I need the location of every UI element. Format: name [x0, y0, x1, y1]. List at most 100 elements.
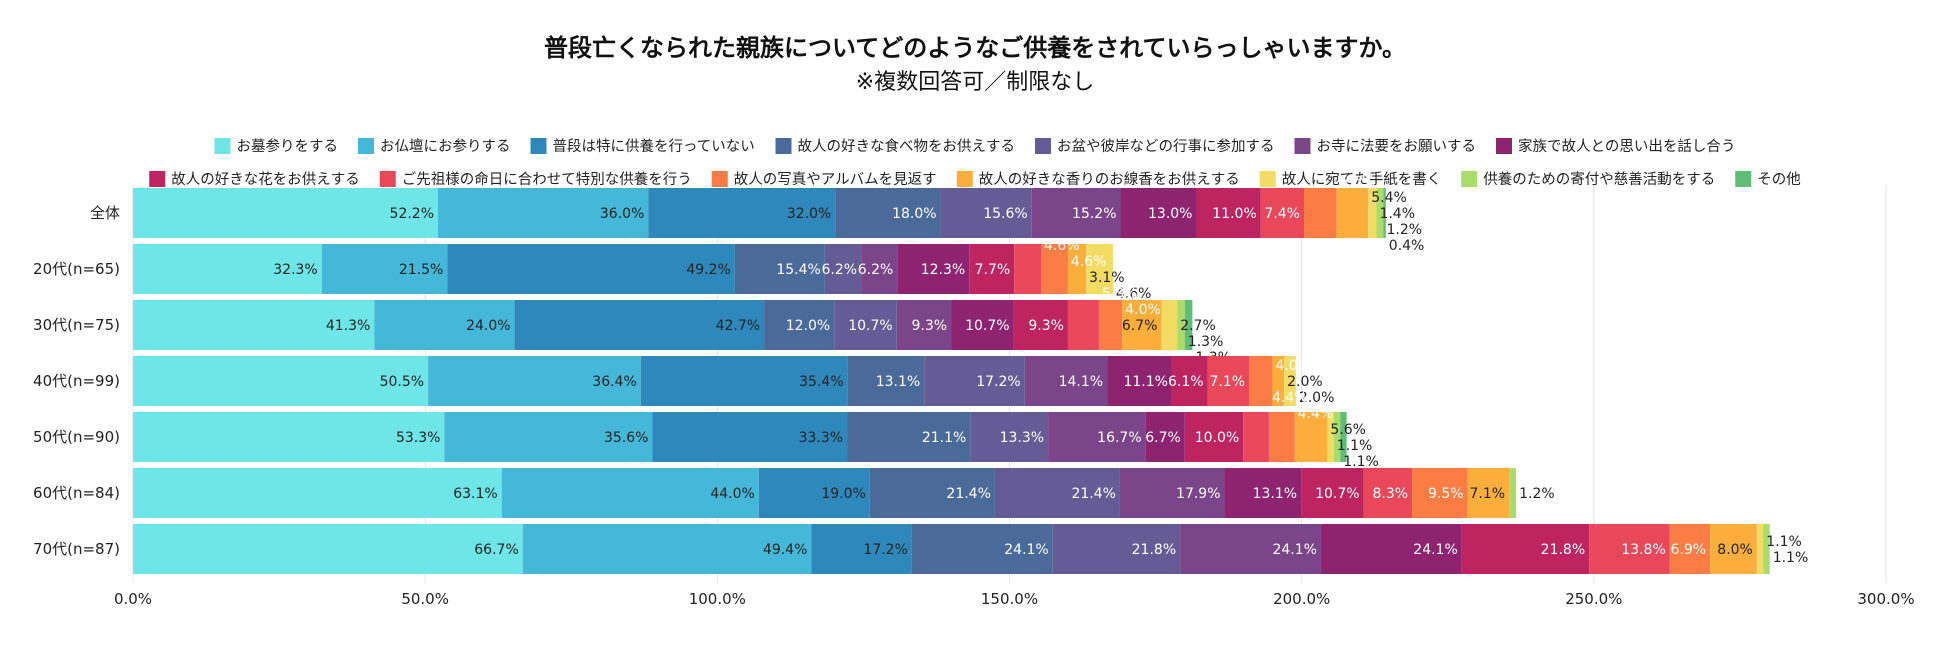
data-label: 13.1% [876, 374, 920, 390]
legend-label: その他 [1757, 171, 1801, 188]
legend-swatch [1294, 138, 1311, 154]
legend-swatch [1496, 138, 1512, 154]
data-label: 8.3% [1373, 486, 1409, 502]
bar-segment [1284, 356, 1296, 406]
bar-segment [1272, 356, 1285, 406]
data-label: 53.3% [396, 430, 440, 446]
bar-segment [764, 300, 835, 350]
bar-segment [1368, 188, 1377, 238]
legend-label: お寺に法要をお願いする [1317, 138, 1477, 155]
bar-segment [1509, 468, 1517, 518]
data-label: 41.3% [326, 318, 370, 334]
data-label: 32.0% [787, 206, 831, 222]
bar-segment [940, 188, 1032, 238]
data-label: 63.1% [453, 486, 497, 502]
data-label: 21.4% [946, 486, 990, 502]
legend-label: 故人の好きな香りのお線香をお供えする [979, 171, 1240, 188]
data-label: 2.7% [1180, 318, 1216, 334]
bar-segment [648, 188, 836, 238]
bar-segment [1336, 188, 1369, 238]
bar-segment [1014, 244, 1042, 294]
bar-segment [847, 412, 971, 462]
data-label: 1.3% [1188, 334, 1224, 350]
data-label: 6.2% [858, 262, 894, 278]
bar-segment [1243, 412, 1269, 462]
data-label: 15.4% [776, 262, 820, 278]
legend-swatch [1035, 138, 1051, 154]
bar-segment [834, 300, 897, 350]
data-label: 9.3% [911, 318, 947, 334]
data-label: 52.2% [390, 206, 434, 222]
data-label: 7.1% [1470, 486, 1506, 502]
data-label: 11.0% [1212, 206, 1256, 222]
data-label: 5.4% [1371, 190, 1407, 206]
legend-swatch [956, 171, 973, 187]
x-tick-label: 50.0% [401, 590, 449, 608]
data-label: 2.0% [1287, 374, 1323, 390]
bar-segment [133, 468, 502, 518]
bar-segment [1333, 412, 1341, 462]
bar-segment [438, 188, 649, 238]
data-label: 13.8% [1621, 542, 1665, 558]
bar-segment [133, 188, 439, 238]
chart-subtitle: ※複数回答可／制限なし [855, 70, 1095, 95]
bar-segment [1086, 244, 1113, 294]
category-label: 20代(n=65) [33, 260, 120, 278]
bar-segment [1327, 412, 1334, 462]
bar-segment [970, 412, 1049, 462]
data-label: 6.7% [1122, 318, 1158, 334]
legend-label: 供養のための寄付や慈善活動をする [1483, 170, 1715, 188]
data-label: 1.4% [1379, 206, 1415, 222]
legend-swatch [1735, 171, 1752, 187]
data-label: 21.8% [1541, 542, 1585, 558]
data-label: 15.2% [1072, 206, 1116, 222]
bar-segment [1260, 188, 1305, 238]
bar-segment [1363, 468, 1413, 518]
bar-segment [861, 244, 898, 294]
legend-label: お仏壇にお参りする [380, 137, 511, 155]
data-label: 4.0% [1275, 358, 1311, 374]
data-label: 9.3% [1028, 318, 1064, 334]
bar-segment [1184, 300, 1193, 350]
data-label: 6.1% [1168, 374, 1204, 390]
data-label: 36.4% [592, 374, 636, 390]
x-tick-label: 150.0% [981, 590, 1038, 608]
data-label: 24.1% [1413, 542, 1457, 558]
bar-segment [897, 244, 970, 294]
bar-segment [869, 468, 995, 518]
data-label: 1.1% [1773, 550, 1809, 566]
bar-segment [1031, 188, 1121, 238]
bar-segment [1041, 244, 1068, 294]
data-label: 3.1% [1089, 270, 1125, 286]
data-label: 24.1% [1272, 542, 1316, 558]
data-label: 11.1% [1123, 374, 1167, 390]
data-label: 49.4% [763, 542, 807, 558]
bar-segment [514, 300, 765, 350]
bar-segment [1461, 524, 1590, 574]
data-label: 35.4% [799, 374, 843, 390]
bar-segment [969, 244, 1015, 294]
bar-segment [1145, 412, 1185, 462]
data-label: 5.6% [1330, 422, 1366, 438]
bar-segment [447, 244, 735, 294]
bar-segment [1196, 188, 1261, 238]
x-tick-label: 250.0% [1565, 590, 1622, 608]
data-label: 4.4% [1298, 406, 1334, 422]
data-label: 12.3% [921, 262, 965, 278]
data-label: 1.1% [1343, 454, 1379, 470]
data-label: 14.1% [1059, 374, 1103, 390]
data-label: 21.4% [1071, 486, 1115, 502]
data-label: 7.4% [1264, 206, 1300, 222]
bar-segment [734, 244, 825, 294]
data-label: 66.7% [474, 542, 518, 558]
x-tick-label: 200.0% [1273, 590, 1330, 608]
data-label: 49.2% [686, 262, 730, 278]
data-label: 19.0% [821, 486, 865, 502]
data-label: 21.5% [399, 262, 443, 278]
data-label: 18.0% [892, 206, 936, 222]
category-label: 40代(n=99) [33, 372, 120, 390]
bar-segment [835, 188, 941, 238]
bar-segment [501, 468, 759, 518]
data-label: 13.0% [1148, 206, 1192, 222]
bar-segment [1376, 188, 1384, 238]
